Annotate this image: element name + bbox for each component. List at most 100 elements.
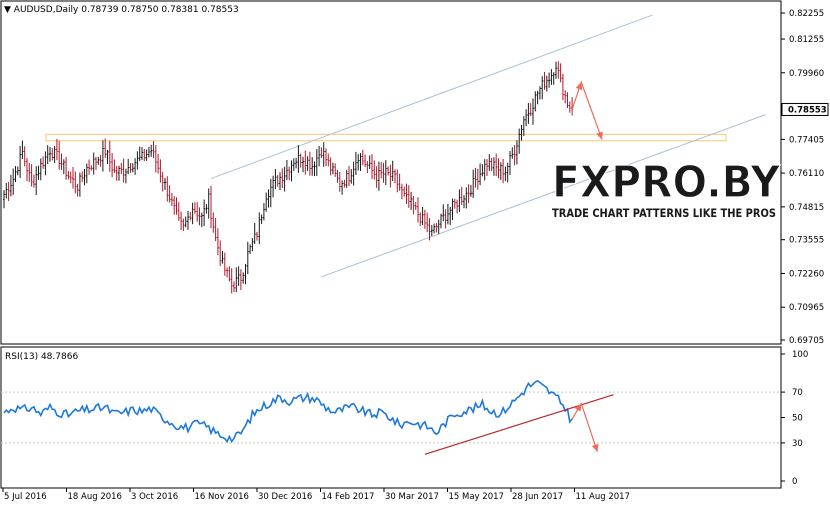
price-forecast-arrow xyxy=(571,80,603,140)
price-bar xyxy=(113,159,116,174)
symbol-title: AUDUSD,Daily xyxy=(14,5,79,15)
price-bar xyxy=(368,155,371,169)
price-bar xyxy=(7,181,10,202)
price-bar xyxy=(513,145,516,166)
price-bar xyxy=(419,212,422,226)
price-bar xyxy=(297,145,300,173)
price-bar xyxy=(354,151,357,175)
price-bar xyxy=(329,157,332,176)
price-bar xyxy=(145,149,148,161)
price-bar xyxy=(175,197,178,215)
price-bar xyxy=(566,92,569,108)
price-bar xyxy=(302,156,304,173)
price-bar xyxy=(141,147,143,161)
price-bar xyxy=(272,175,275,198)
price-bar xyxy=(106,149,109,165)
price-bar xyxy=(350,169,353,184)
price-bar xyxy=(267,189,270,208)
price-bar xyxy=(9,174,12,197)
channel-upper-line xyxy=(210,14,653,180)
price-bar xyxy=(283,166,286,192)
price-bar xyxy=(437,219,440,235)
price-bar xyxy=(435,223,438,233)
price-bar xyxy=(380,161,383,179)
price-bar xyxy=(131,163,134,173)
price-bar xyxy=(177,202,180,221)
price-bar xyxy=(237,266,240,286)
price-bar xyxy=(219,240,222,266)
price-bar xyxy=(377,161,380,191)
price-bar xyxy=(12,168,15,195)
price-bar xyxy=(274,169,277,190)
price-bar xyxy=(318,145,321,167)
price-bar xyxy=(481,164,484,177)
price-bar xyxy=(226,267,229,278)
price-bar xyxy=(467,184,470,204)
last-price-box xyxy=(781,102,829,116)
resistance-zone xyxy=(45,133,727,142)
price-axis-label: 0.74815 xyxy=(789,203,824,213)
price-bar xyxy=(460,186,463,205)
price-bar xyxy=(221,250,224,264)
price-bar xyxy=(104,138,107,158)
price-bar xyxy=(239,269,242,291)
rsi-forecast-arrow-head xyxy=(591,443,599,452)
price-bar xyxy=(476,168,479,190)
price-bar xyxy=(37,165,40,180)
price-bar xyxy=(423,209,426,229)
price-bar xyxy=(150,144,153,157)
rsi-axis-label: 100 xyxy=(792,350,808,360)
price-bar xyxy=(400,183,403,200)
price-bar xyxy=(76,183,79,197)
price-bar xyxy=(336,169,339,183)
price-panel-title: ▼ AUDUSD,Daily 0.78739 0.78750 0.78381 0… xyxy=(4,5,239,15)
price-bar xyxy=(469,184,472,197)
x-axis-label: 28 Jun 2017 xyxy=(512,492,563,502)
price-bar xyxy=(506,162,509,183)
price-bar xyxy=(129,163,132,173)
price-bar xyxy=(564,90,567,104)
price-bar xyxy=(157,154,160,174)
price-bar xyxy=(265,192,268,212)
price-bar xyxy=(276,174,279,187)
price-bar xyxy=(136,151,139,170)
price-bar xyxy=(285,160,288,181)
price-bar xyxy=(391,160,394,181)
price-bar xyxy=(90,165,93,171)
price-bar xyxy=(522,116,525,136)
price-bar xyxy=(260,214,263,225)
price-bar xyxy=(5,183,8,199)
price-bar xyxy=(440,213,442,229)
price-bar xyxy=(384,160,387,186)
price-bar xyxy=(127,158,130,175)
x-axis-label: 14 Feb 2017 xyxy=(322,492,375,502)
price-bar xyxy=(322,142,325,167)
price-bar xyxy=(295,157,298,169)
price-bar xyxy=(182,218,185,231)
price-bar xyxy=(228,266,231,282)
price-bar xyxy=(497,158,500,179)
price-bar xyxy=(304,150,307,175)
price-bar xyxy=(262,203,265,221)
price-bar xyxy=(108,140,111,172)
price-bar xyxy=(122,158,125,183)
price-bar xyxy=(205,204,208,214)
price-bar xyxy=(214,217,217,242)
price-bar xyxy=(292,158,295,171)
price-bar xyxy=(375,166,378,188)
price-bar xyxy=(373,160,376,180)
price-bar xyxy=(65,156,68,180)
price-bar xyxy=(72,166,74,189)
collapse-triangle-icon[interactable]: ▼ xyxy=(4,5,14,15)
logo-main: FXPRO.BY xyxy=(552,157,781,208)
price-bar xyxy=(502,158,505,184)
price-bar xyxy=(154,145,157,173)
price-bar xyxy=(308,151,311,176)
price-bar xyxy=(414,202,417,210)
price-bar xyxy=(320,147,323,159)
price-bar xyxy=(538,86,541,100)
price-bar xyxy=(495,153,498,177)
price-bar xyxy=(134,158,137,175)
price-bar xyxy=(557,61,560,79)
price-bar xyxy=(548,72,551,88)
